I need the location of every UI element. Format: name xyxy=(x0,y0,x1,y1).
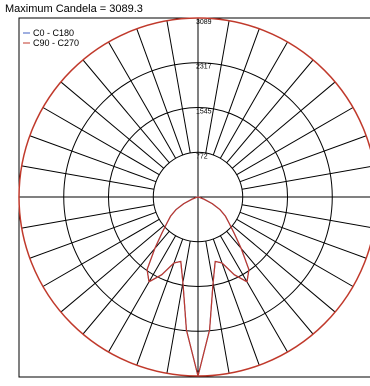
grid-spoke xyxy=(219,235,288,353)
radial-tick-labels: 772 1545 2317 3089 xyxy=(196,19,212,160)
grid-spoke xyxy=(108,41,177,159)
grid-spoke xyxy=(241,166,370,190)
grid-spoke xyxy=(239,135,367,183)
grid-spoke xyxy=(60,81,165,169)
grid-ring xyxy=(107,106,289,288)
grid-ring xyxy=(152,151,244,243)
legend-label-c0-c180: C0 - C180 xyxy=(33,28,74,38)
chart-title: Maximum Candela = 3089.3 xyxy=(5,3,143,15)
grid-spoke xyxy=(29,135,157,183)
grid-spoke xyxy=(241,204,370,228)
grid-spoke xyxy=(136,28,184,156)
grid-spoke xyxy=(29,211,157,259)
grid-spoke xyxy=(236,218,354,287)
grid-spoke xyxy=(136,238,184,366)
series-line-c90-c270 xyxy=(146,196,250,377)
grid-spoke xyxy=(21,165,155,190)
radial-tick-label: 1545 xyxy=(196,108,212,115)
grid-spoke xyxy=(231,225,336,313)
grid-spoke xyxy=(239,211,367,259)
grid-spoke xyxy=(42,107,160,176)
radial-tick-label: 2317 xyxy=(196,64,212,71)
grid-ring xyxy=(63,62,333,332)
grid-spoke xyxy=(205,20,230,154)
grid-spoke xyxy=(219,41,288,159)
grid-spoke xyxy=(82,59,170,164)
legend: C0 - C180 C90 - C270 xyxy=(23,28,79,48)
polar-grid xyxy=(18,17,370,377)
radial-tick-label: 3089 xyxy=(196,19,212,26)
grid-spoke xyxy=(212,238,260,366)
grid-spoke xyxy=(226,59,314,164)
series-curves xyxy=(146,196,250,377)
grid-spoke xyxy=(21,204,155,229)
radial-tick-label: 772 xyxy=(196,153,208,160)
grid-spoke xyxy=(108,235,177,353)
grid-spoke xyxy=(166,20,191,154)
grid-spoke xyxy=(236,107,354,176)
grid-spoke xyxy=(42,218,160,287)
grid-spoke xyxy=(205,240,230,374)
grid-spoke xyxy=(231,81,336,169)
grid-spoke xyxy=(166,240,191,374)
grid-spoke xyxy=(60,225,165,313)
legend-label-c90-c270: C90 - C270 xyxy=(33,38,79,48)
grid-spoke xyxy=(212,28,260,156)
